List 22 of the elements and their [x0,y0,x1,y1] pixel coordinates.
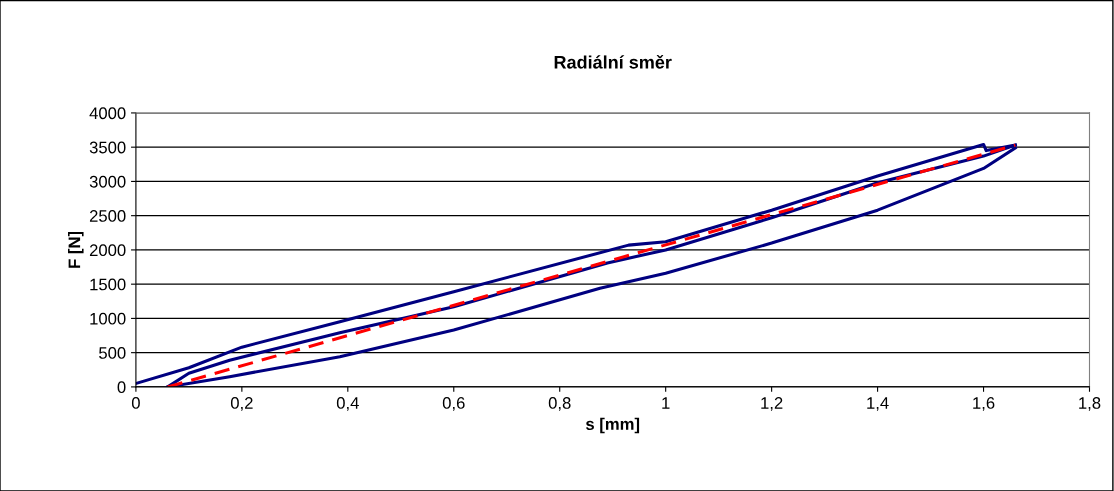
x-tick-label: 0,8 [548,397,571,411]
y-tick-label: 2000 [89,244,126,257]
y-tick-label: 3500 [89,141,126,154]
x-axis-title: s [mm] [585,417,640,434]
y-tick-label: 2500 [89,210,126,222]
x-tick-label: 1,2 [761,397,783,411]
y-tick-label: 3000 [89,175,126,188]
x-tick-label: 0 [131,397,140,409]
x-tick-label: 0,4 [336,397,359,411]
y-tick-label: 1000 [90,312,126,325]
y-tick-label: 1500 [90,278,126,291]
x-tick-label: 1,4 [867,397,889,411]
y-tick-label: 500 [99,347,126,359]
x-tick-label: 1,6 [973,397,995,411]
y-tick-label: 0 [117,381,126,394]
x-tick-label: 0,2 [230,397,253,411]
x-tick-label: 1,8 [1079,397,1101,411]
chart-title: Radiální směr [554,55,672,69]
y-axis-title: F [N] [68,231,84,268]
x-tick-label: 0,6 [442,397,465,411]
x-tick-label: 1 [662,397,670,409]
y-tick-label: 4000 [89,107,126,120]
